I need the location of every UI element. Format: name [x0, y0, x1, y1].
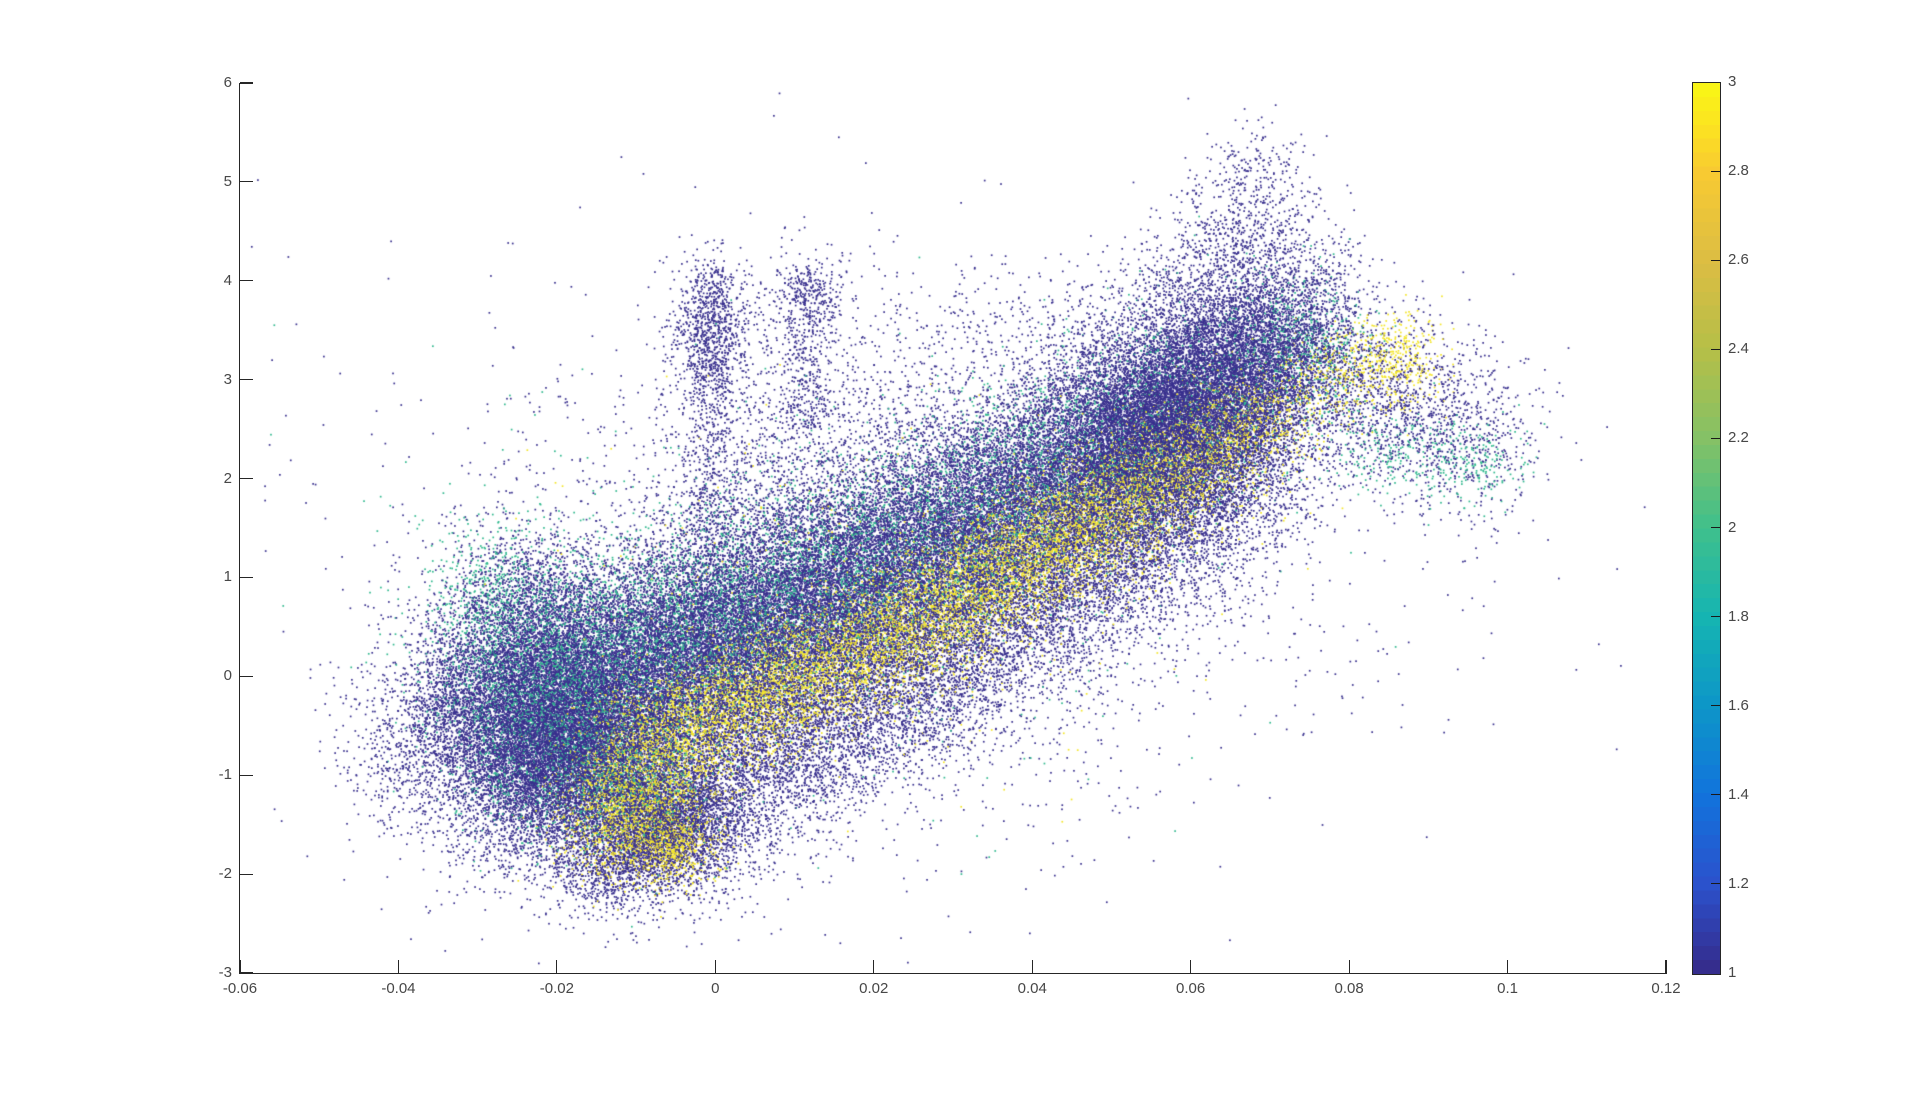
y-tick-mark [240, 972, 253, 974]
colorbar-tick-label: 2.4 [1728, 340, 1749, 358]
y-tick-label: -2 [218, 865, 232, 883]
x-tick-label: 0.02 [859, 980, 889, 997]
x-tick-mark [397, 960, 400, 973]
colorbar-tick-mark [1711, 437, 1720, 439]
colorbar-tick-mark [1711, 348, 1720, 350]
x-tick-label: 0.04 [1017, 980, 1047, 997]
y-tick-mark [240, 576, 253, 579]
colorbar-tick-label: 2.6 [1728, 251, 1749, 269]
y-tick-label: 4 [223, 271, 232, 289]
y-tick-label: 1 [223, 568, 232, 586]
colorbar-tick-label: 2.2 [1728, 429, 1749, 447]
colorbar-tick-label: 1.4 [1728, 785, 1749, 803]
y-tick-label: -1 [218, 766, 232, 784]
x-tick-label: -0.06 [222, 980, 258, 997]
y-tick-mark [240, 675, 253, 677]
x-tick-mark [1506, 960, 1509, 973]
colorbar-tick-label: 1.6 [1728, 696, 1749, 714]
x-tick-mark [1031, 960, 1033, 973]
colorbar-tick-mark [1711, 794, 1720, 796]
x-tick-label: -0.04 [381, 980, 416, 997]
colorbar-tick-label: 3 [1728, 73, 1737, 90]
x-tick-label: 0.06 [1176, 980, 1206, 997]
y-tick-mark [240, 477, 253, 480]
x-tick-mark [1190, 960, 1192, 973]
colorbar-tick-mark [1711, 259, 1720, 261]
y-tick-label: 5 [223, 172, 232, 190]
y-tick-mark [240, 181, 253, 183]
x-tick-mark [873, 960, 875, 973]
colorbar-tick-mark [1711, 883, 1720, 885]
colorbar-tick-label: 2 [1728, 518, 1737, 536]
y-tick-mark [240, 82, 253, 84]
y-tick-mark [240, 379, 253, 381]
colorbar-tick-mark [1711, 616, 1720, 618]
y-tick-mark [240, 280, 253, 282]
y-tick-label: 2 [223, 469, 232, 487]
x-tick-mark [714, 960, 716, 973]
y-axis-line [239, 83, 241, 974]
colorbar-tick-mark [1711, 526, 1720, 529]
y-tick-label: 3 [223, 370, 232, 388]
colorbar [1692, 82, 1721, 975]
y-tick-label: -3 [218, 964, 232, 981]
x-tick-mark [239, 960, 241, 973]
colorbar-tick-label: 1.2 [1728, 874, 1749, 892]
x-tick-mark [1348, 960, 1350, 973]
y-tick-label: 6 [223, 74, 232, 91]
y-tick-label: 0 [223, 667, 232, 685]
colorbar-tick-label: 1 [1728, 964, 1737, 981]
x-tick-label: 0.1 [1497, 980, 1518, 997]
y-tick-mark [240, 873, 253, 875]
x-axis-line [239, 973, 1667, 975]
colorbar-tick-label: 2.8 [1728, 162, 1749, 180]
x-tick-mark [556, 960, 558, 973]
x-tick-label: 0.12 [1651, 980, 1681, 997]
colorbar-tick-mark [1711, 170, 1720, 172]
x-tick-label: 0 [711, 980, 720, 997]
y-tick-mark [240, 774, 253, 776]
x-tick-mark [1665, 960, 1667, 973]
colorbar-tick-label: 1.8 [1728, 607, 1749, 625]
colorbar-tick-mark [1711, 705, 1720, 707]
x-tick-label: -0.02 [539, 980, 574, 997]
x-tick-label: 0.08 [1334, 980, 1364, 997]
